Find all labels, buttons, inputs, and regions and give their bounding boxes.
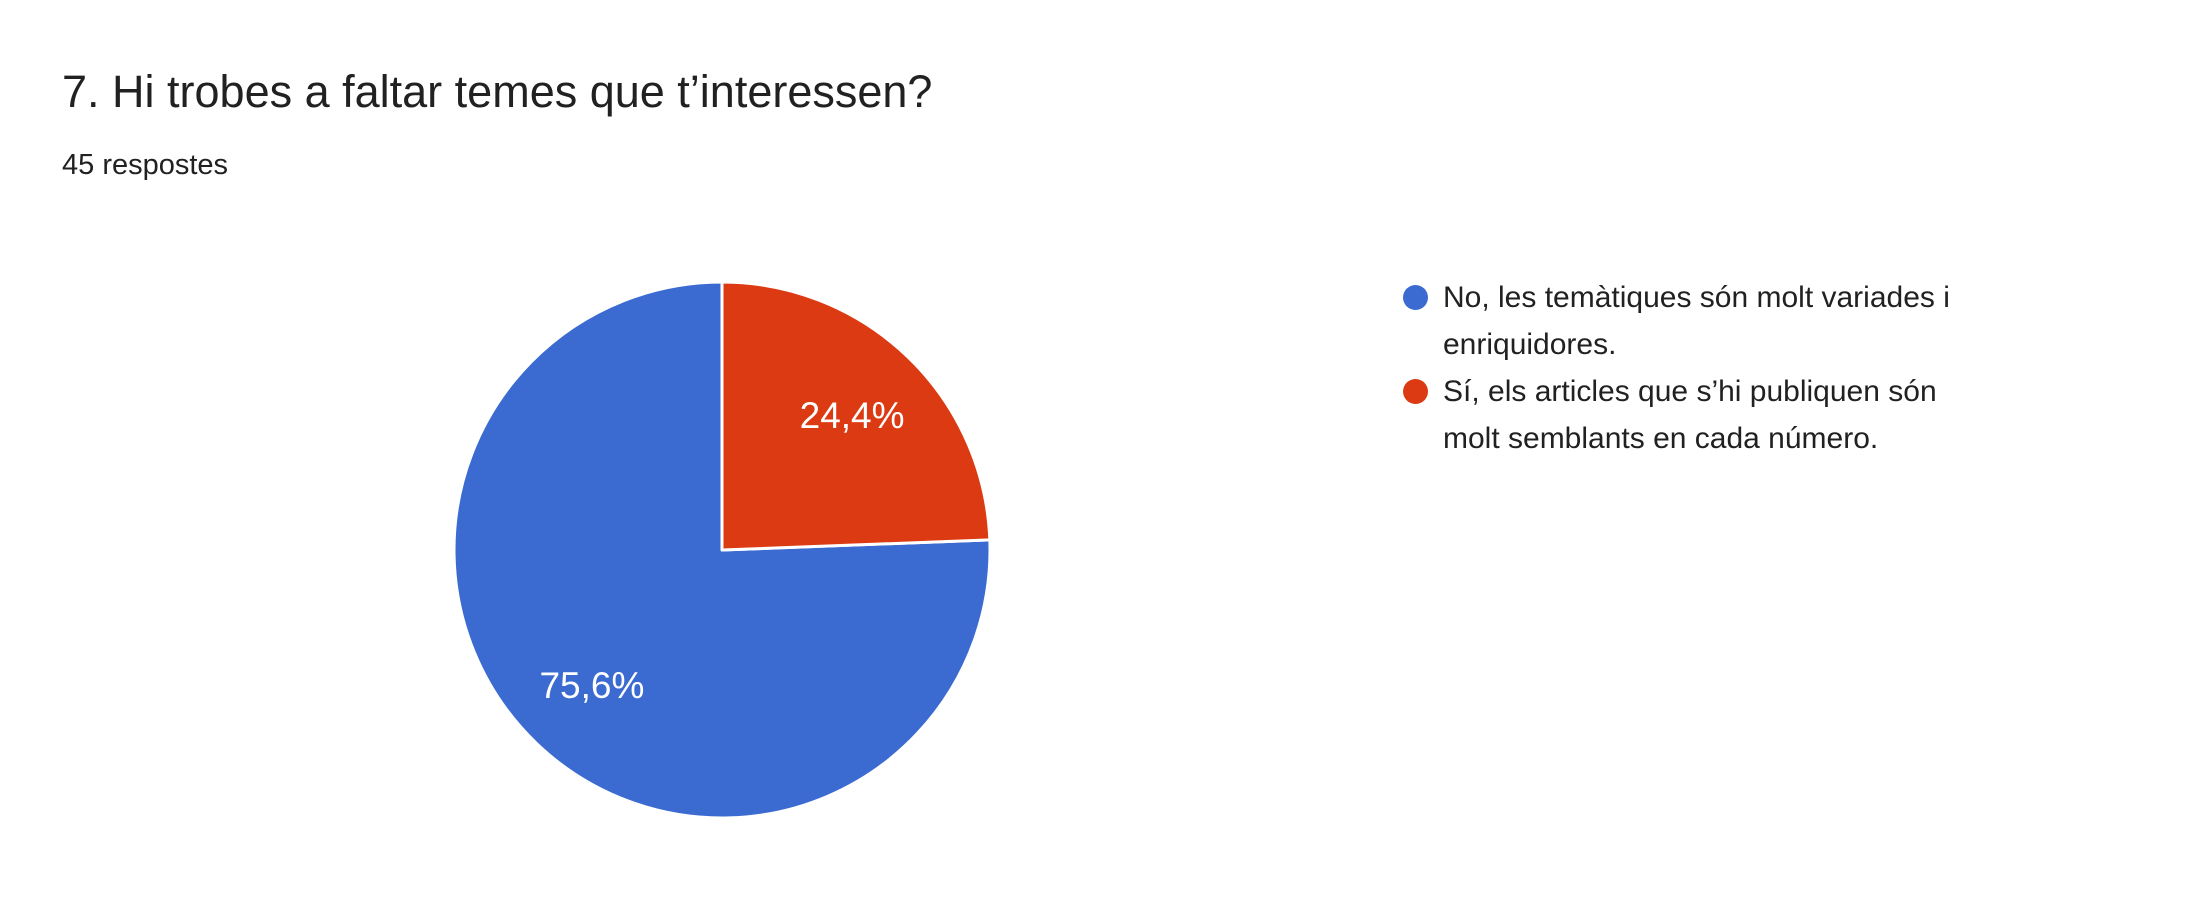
pie-slice-label: 75,6% xyxy=(539,665,644,706)
legend-item: No, les temàtiques són molt variades i e… xyxy=(1403,274,1950,368)
chart-legend: No, les temàtiques són molt variades i e… xyxy=(1403,274,1950,462)
legend-dot-icon xyxy=(1403,379,1428,404)
pie-slice-label: 24,4% xyxy=(800,395,905,436)
legend-label: No, les temàtiques són molt variades i e… xyxy=(1443,281,1950,361)
question-title: 7. Hi trobes a faltar temes que t’intere… xyxy=(62,66,933,117)
legend-dot-icon xyxy=(1403,285,1428,310)
pie-chart[interactable]: 75,6% 24,4% xyxy=(442,270,1002,830)
responses-count: 45 respostes xyxy=(62,149,229,181)
legend-item: Sí, els articles que s’hi publiquen són … xyxy=(1403,368,1950,462)
legend-label: Sí, els articles que s’hi publiquen són … xyxy=(1443,375,1937,455)
pie-slice-1[interactable] xyxy=(720,280,992,552)
